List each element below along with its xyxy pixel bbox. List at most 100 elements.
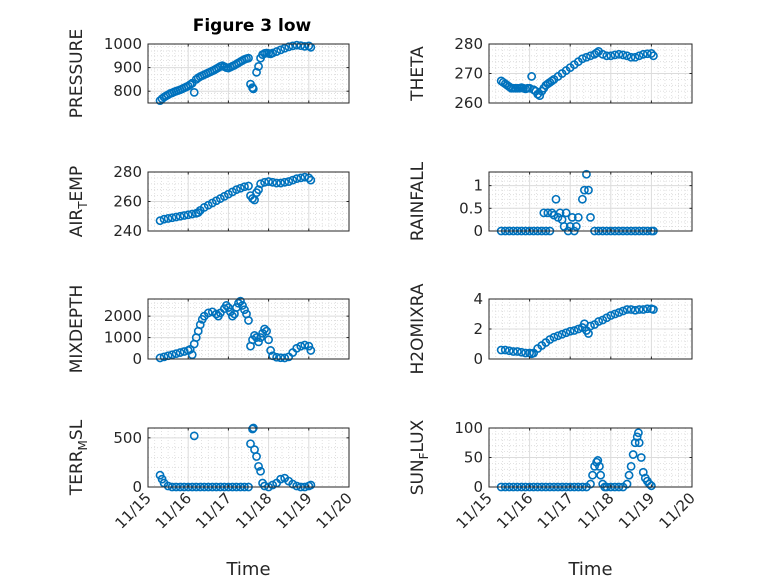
data-point [221,301,231,310]
data-point [602,51,612,61]
data-point [586,321,595,331]
data-point [593,456,603,465]
data-point [203,308,213,318]
data-point [179,211,189,220]
data-point [561,328,571,338]
data-point [268,48,278,58]
data-point [630,305,640,315]
y-tick-label: 0 [132,350,142,368]
data-point [567,212,577,222]
data-point [634,51,644,61]
data-point [159,352,169,362]
data-point [252,333,261,342]
data-point [622,479,632,489]
data-point [595,461,604,471]
axes-box [147,43,350,104]
data-point [622,51,632,61]
data-point [260,324,269,334]
y-tick-label: 800 [113,82,142,100]
subplot-2: 260 270 280 THETA [408,35,693,112]
data-point [238,301,247,310]
y-tick-label: 2000 [104,307,142,325]
data-point [573,324,583,334]
data-point [584,185,593,195]
data-point [547,76,557,86]
data-point [586,212,595,222]
x-axis-label: Time [225,559,270,580]
data-point [622,305,632,314]
data-point [244,316,253,325]
data-point [175,348,185,357]
data-point [254,62,263,71]
y-tick-label: 2 [473,320,483,338]
data-point [582,52,591,62]
data-point [504,346,514,356]
y-tick-label: 0 [473,222,483,240]
data-point [638,305,648,314]
x-tick-label: 11/19 [272,489,315,532]
data-point [171,349,181,359]
x-tick-label: 11/17 [192,489,235,532]
data-point [254,461,263,471]
subplot-5: 0 1000 2000 MIXDEPTH [67,285,350,374]
y-tick-label: 0 [473,350,483,368]
data-point [504,82,514,92]
data-point [280,43,290,53]
y-tick-label: 270 [454,65,483,83]
x-tick-label: 11/18 [232,489,275,532]
data-point [596,470,606,480]
data-point [598,49,608,59]
x-tick-label: 11/17 [534,489,577,532]
data-point [272,178,282,188]
data-point [292,174,302,184]
data-point [248,84,258,94]
data-point [557,329,567,339]
data-point [195,320,205,330]
data-point [610,309,620,319]
data-point [189,431,199,441]
y-tick-label: 1 [473,177,483,195]
data-point [628,450,638,459]
data-point [240,305,249,315]
data-point [167,213,177,223]
data-point [167,350,177,360]
data-point [513,347,522,356]
data-point [193,208,203,217]
data-point [276,178,286,188]
data-point [244,181,253,191]
data-point [189,87,199,97]
data-point [163,481,173,491]
y-tick-label: 50 [464,449,483,467]
y-axis-label: H2OMIXRA [408,283,428,374]
data-point [626,461,636,471]
data-point [649,305,658,314]
data-point [573,212,583,222]
data-point [644,479,654,489]
data-point [527,72,537,81]
data-point [304,41,314,51]
data-point [280,353,290,363]
data-point [175,211,185,221]
data-point [155,353,165,363]
y-axis-label: RAINFALL [408,161,428,241]
data-point [606,51,616,61]
y-tick-label: 0 [132,478,142,496]
data-point [306,480,316,490]
x-tick-label: 11/19 [615,489,658,532]
y-tick-label: 900 [113,59,142,77]
y-tick-label: 100 [454,419,483,437]
data-point [232,185,241,195]
data-point [508,347,518,356]
data-point [292,481,302,491]
data-point [264,177,273,186]
data-point [252,452,261,461]
y-axis-label: MIXDEPTH [67,285,87,374]
data-point [284,42,294,52]
data-point [163,214,173,223]
axes-box [488,171,693,232]
data-point [571,222,581,231]
data-point [171,212,181,222]
data-point [280,177,290,187]
data-point [647,481,656,491]
data-point [634,305,644,314]
